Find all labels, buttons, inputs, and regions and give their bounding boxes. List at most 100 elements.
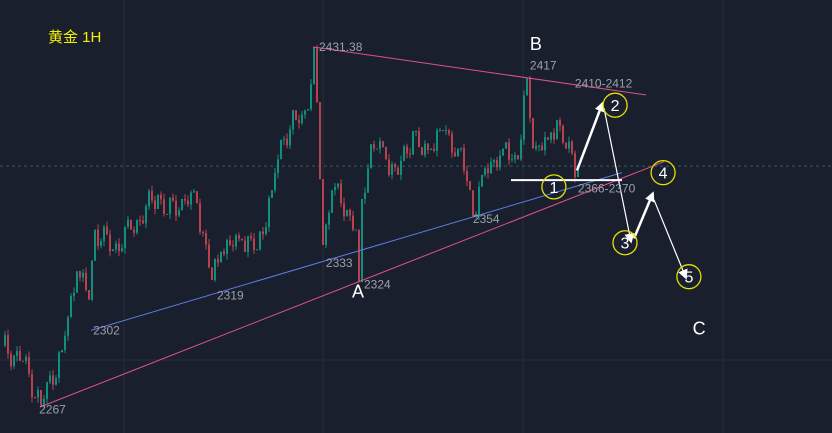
candle — [490, 162, 492, 174]
candle — [196, 191, 198, 204]
candle — [364, 192, 366, 199]
chart-title: 黄金 1H — [48, 29, 102, 46]
candle — [412, 131, 414, 155]
wave-number-label: 4 — [659, 166, 668, 183]
candle — [298, 120, 300, 124]
wave-arrow — [603, 107, 635, 244]
candle — [277, 159, 279, 174]
candle — [295, 110, 297, 121]
candle — [406, 146, 408, 154]
candle — [217, 258, 219, 263]
candle — [124, 226, 126, 249]
wave-circle — [612, 230, 638, 256]
candle — [160, 194, 162, 200]
candle — [520, 139, 522, 160]
candle — [376, 148, 378, 150]
candle — [385, 146, 387, 160]
candle — [523, 95, 525, 140]
price-label: 2354 — [473, 212, 500, 226]
candle — [553, 132, 555, 140]
candle — [100, 240, 102, 246]
candle — [409, 153, 411, 155]
candle — [472, 190, 474, 217]
candle — [367, 168, 369, 193]
candle — [532, 117, 534, 149]
candle — [328, 212, 330, 225]
candle — [439, 129, 441, 131]
candle — [139, 220, 141, 222]
price-label: 2319 — [217, 289, 244, 303]
candle — [46, 382, 48, 399]
candle — [94, 229, 96, 261]
candle — [397, 167, 399, 175]
candle — [247, 236, 249, 252]
candle — [487, 168, 489, 174]
candle — [403, 146, 405, 161]
candle — [154, 200, 156, 210]
candle — [31, 373, 33, 398]
candle — [526, 78, 528, 96]
candle — [304, 110, 306, 115]
candle — [220, 251, 222, 263]
candle — [433, 148, 435, 151]
candle — [250, 236, 252, 239]
candle — [310, 84, 312, 110]
candle — [211, 267, 213, 280]
candle — [457, 148, 459, 157]
trendline-pink — [39, 161, 665, 408]
candle — [373, 144, 375, 149]
candle — [505, 142, 507, 149]
candle — [55, 377, 57, 385]
candle — [115, 243, 117, 250]
candle — [106, 226, 108, 235]
candle — [133, 229, 135, 233]
candle — [127, 219, 129, 227]
wave-letter-label: C — [693, 319, 706, 339]
candle — [388, 159, 390, 175]
candle — [7, 335, 9, 354]
candle — [22, 360, 24, 362]
candle — [223, 251, 225, 255]
candle — [337, 183, 339, 188]
candle — [352, 215, 354, 230]
candle — [346, 209, 348, 217]
candles — [4, 44, 579, 410]
price-label: 2333 — [326, 256, 353, 270]
candle — [547, 137, 549, 140]
candle — [262, 231, 264, 235]
candle — [280, 139, 282, 160]
candle — [214, 258, 216, 280]
candle — [370, 144, 372, 169]
candle — [28, 356, 30, 374]
candle — [502, 148, 504, 156]
candle — [109, 234, 111, 252]
candle — [418, 130, 420, 148]
candle — [481, 174, 483, 187]
wave-number-label: 5 — [684, 270, 693, 287]
candle — [256, 249, 258, 251]
candle — [43, 398, 45, 405]
candle — [10, 353, 12, 367]
candle — [550, 132, 552, 140]
candle — [322, 179, 324, 245]
candle — [493, 160, 495, 163]
candle — [301, 114, 303, 124]
candle — [175, 200, 177, 216]
candle — [421, 147, 423, 156]
candle — [244, 240, 246, 252]
candle — [331, 190, 333, 213]
candle — [187, 200, 189, 205]
candle — [208, 244, 210, 268]
candle — [25, 356, 27, 362]
candle — [274, 173, 276, 191]
candle — [229, 240, 231, 246]
candle — [343, 203, 345, 217]
candle — [4, 335, 6, 346]
candle — [514, 155, 516, 160]
wave-letter-label: A — [352, 281, 364, 301]
price-label: 2417 — [530, 59, 557, 73]
candle — [70, 295, 72, 318]
candle — [49, 375, 51, 383]
